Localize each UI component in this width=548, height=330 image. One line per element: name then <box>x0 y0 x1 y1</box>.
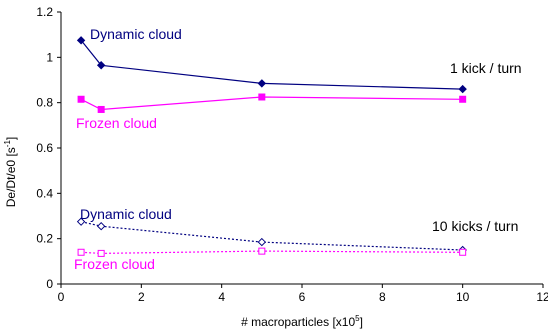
series-line-frz1 <box>80 96 463 111</box>
y-tick-labels: 0 0.2 0.4 0.6 0.8 1 1.2 <box>36 5 53 291</box>
x-tick-label: 8 <box>379 290 386 304</box>
x-tick-label: 10 <box>456 290 470 304</box>
x-tick-label: 0 <box>58 290 65 304</box>
y-tick-label: 0.2 <box>36 232 53 246</box>
data-point-dyn1 <box>96 61 106 70</box>
annotation-dyn10: Dynamic cloud <box>80 206 172 222</box>
series-line-dyn10 <box>80 221 463 251</box>
data-point-frz10 <box>97 249 105 257</box>
x-tick-label: 2 <box>138 290 145 304</box>
data-point-frz1 <box>97 105 105 113</box>
y-tick-label: 0.8 <box>36 96 53 110</box>
y-tick-label: 1 <box>46 50 53 64</box>
x-tick-labels: 0 2 4 6 8 10 12 <box>58 290 548 304</box>
y-axis-title: De/Dt/e0 [s-1] <box>3 137 18 208</box>
data-point-dyn1 <box>257 79 267 88</box>
series-group <box>76 36 467 257</box>
y-tick-label: 1.2 <box>36 5 53 19</box>
data-point-dyn10 <box>96 221 106 231</box>
data-point-frz10 <box>77 248 85 256</box>
annotation-kick10: 10 kicks / turn <box>432 218 518 234</box>
y-tick-label: 0.6 <box>36 141 53 155</box>
x-tick-label: 6 <box>299 290 306 304</box>
series-line-dyn1 <box>80 39 463 90</box>
annotation-frz10: Frozen cloud <box>74 256 155 272</box>
y-tick-label: 0.4 <box>36 186 53 200</box>
data-point-frz1 <box>77 95 85 103</box>
data-point-frz1 <box>459 95 467 103</box>
data-point-dyn1 <box>458 84 467 94</box>
x-axis-title: # macroparticles [x105] <box>241 314 363 329</box>
x-tick-label: 4 <box>218 290 225 304</box>
data-point-frz1 <box>258 93 266 101</box>
data-point-dyn1 <box>76 36 86 45</box>
y-tick-label: 0 <box>46 277 53 291</box>
annotation-dyn1: Dynamic cloud <box>90 26 182 42</box>
data-point-dyn10 <box>257 237 267 247</box>
annotations: Dynamic cloud Frozen cloud 1 kick / turn Dy… <box>74 26 522 272</box>
axes <box>57 11 544 288</box>
data-point-frz10 <box>258 247 266 255</box>
series-line-frz10 <box>81 250 463 255</box>
data-point-dyn10 <box>76 217 86 226</box>
data-point-frz10 <box>459 248 467 256</box>
x-tick-label: 12 <box>536 290 548 304</box>
annotation-kick1: 1 kick / turn <box>450 60 522 76</box>
annotation-frz1: Frozen cloud <box>76 115 157 131</box>
